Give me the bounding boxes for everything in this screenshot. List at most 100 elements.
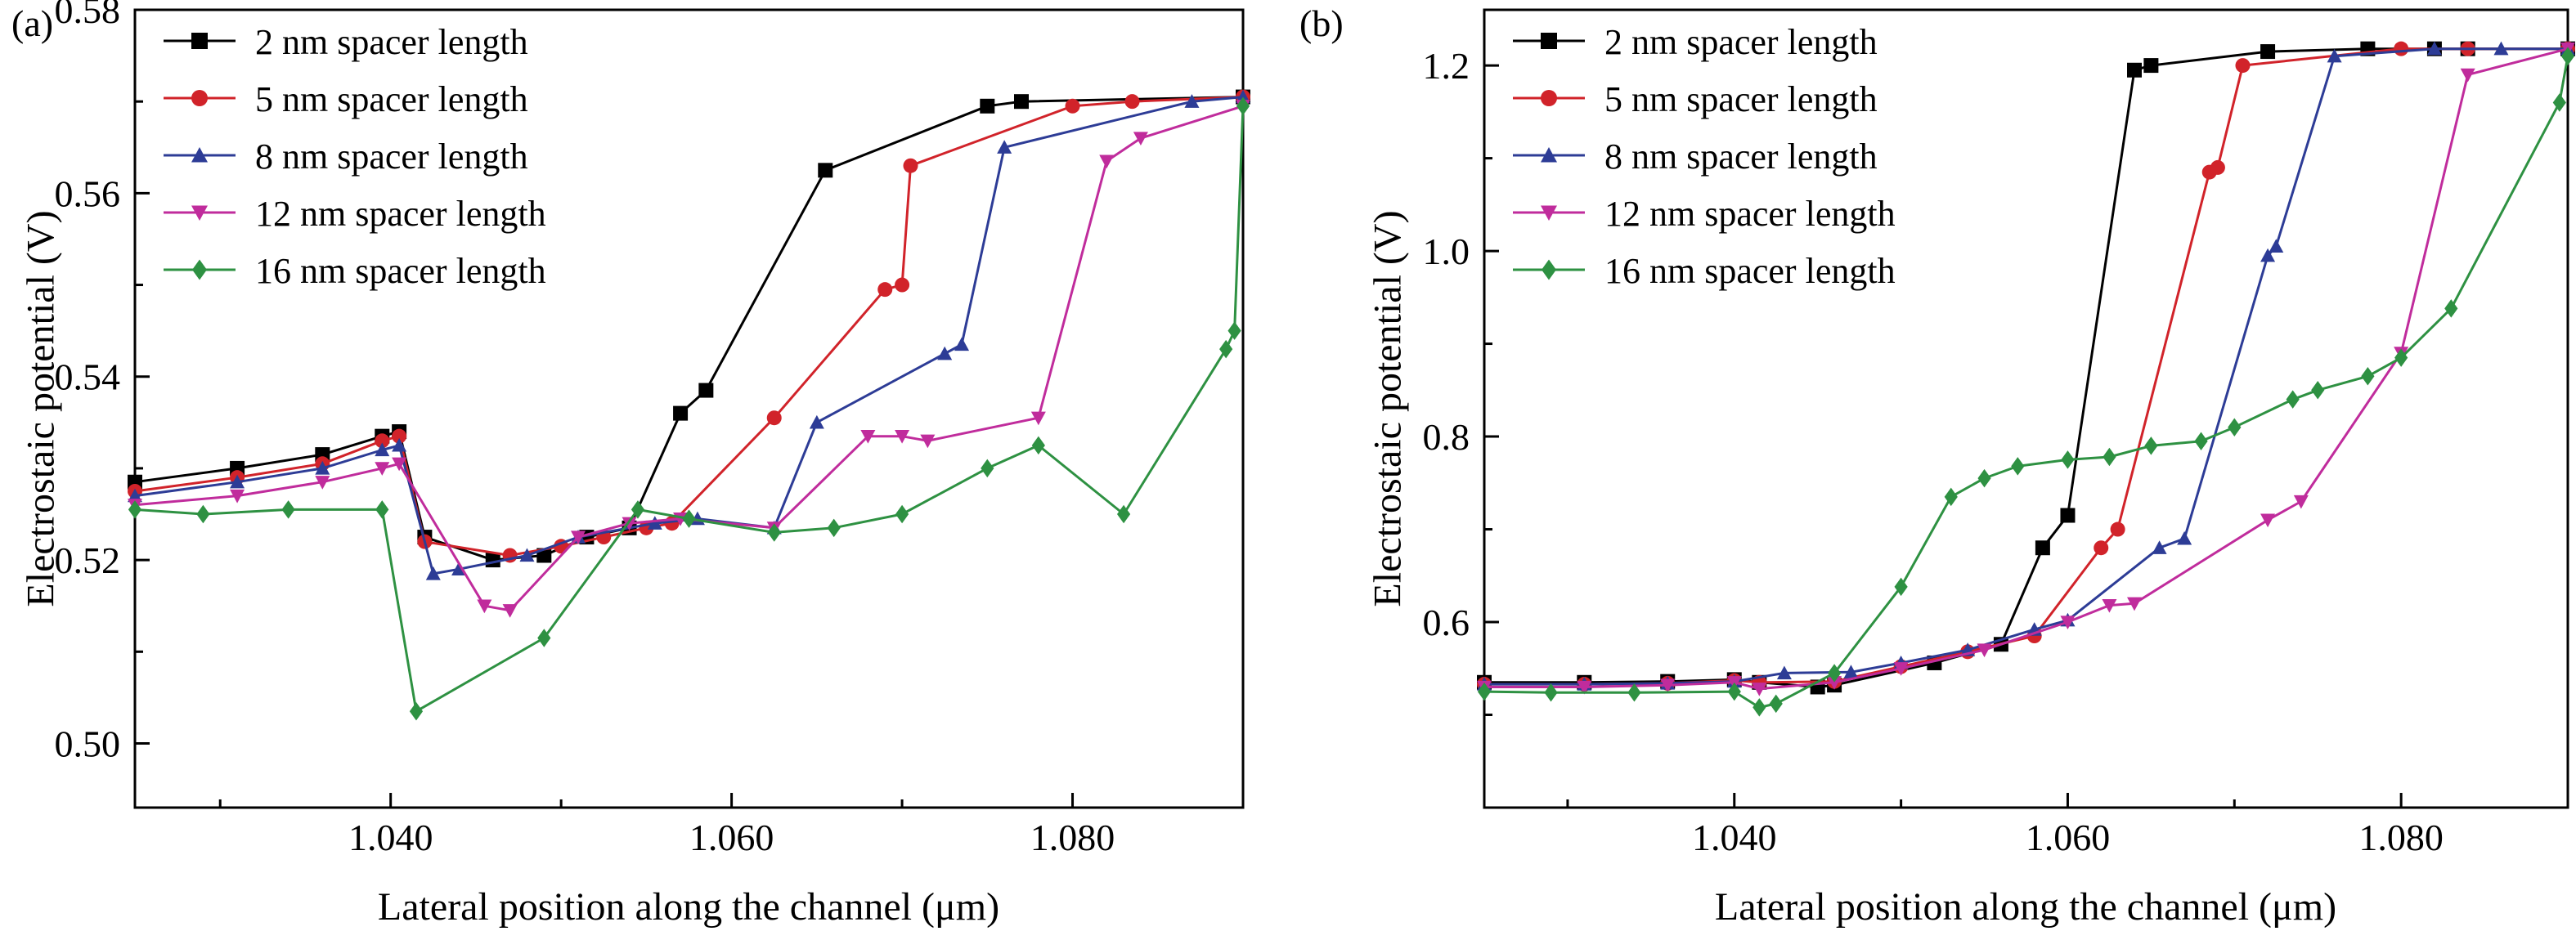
series-line-3: [134, 105, 1244, 612]
x-tick-label: 1.040: [1692, 817, 1777, 858]
data-point-marker: [2286, 390, 2300, 409]
data-point-marker: [1977, 643, 1992, 658]
data-point-marker: [1577, 680, 1592, 695]
data-point-marker: [981, 459, 994, 478]
y-tick-label: 0.54: [55, 356, 121, 398]
data-point-marker: [2103, 447, 2116, 467]
data-point-marker: [818, 163, 833, 178]
legend-entry-label: 2 nm spacer length: [255, 22, 528, 62]
legend-entry-label: 16 nm spacer length: [255, 251, 546, 291]
data-point-marker: [2035, 540, 2050, 556]
data-point-marker: [2060, 508, 2076, 523]
data-point-marker: [1769, 694, 1783, 714]
data-point-marker: [2460, 68, 2475, 83]
data-point-marker: [1544, 683, 1558, 702]
data-point-marker: [1752, 698, 1766, 717]
data-point-marker: [1099, 154, 1115, 169]
data-point-marker: [2152, 540, 2167, 554]
data-point-marker: [1827, 664, 1842, 683]
data-point-marker: [2560, 47, 2575, 65]
panel-a-label: (a): [11, 2, 54, 44]
axis-box: [133, 8, 1245, 809]
data-point-marker: [1219, 339, 1233, 359]
data-point-marker: [2394, 348, 2408, 367]
y-tick-label: 0.8: [1423, 416, 1470, 458]
legend-marker: [1541, 147, 1557, 163]
y-tick-label: 0.50: [55, 723, 121, 764]
legend-marker: [191, 147, 208, 163]
data-point-marker: [2394, 41, 2409, 56]
data-point-marker: [1065, 98, 1080, 114]
data-point-marker: [392, 457, 407, 472]
data-point-marker: [2552, 93, 2566, 112]
data-point-marker: [2311, 381, 2325, 400]
legend-entry-label: 8 nm spacer length: [1604, 137, 1878, 177]
data-point-marker: [1752, 683, 1767, 696]
data-point-marker: [1133, 132, 1148, 146]
data-point-marker: [2144, 436, 2158, 455]
data-point-marker: [315, 460, 330, 475]
data-point-marker: [375, 500, 389, 519]
data-point-marker: [2493, 41, 2509, 56]
data-point-marker: [2228, 418, 2242, 436]
data-point-marker: [1776, 665, 1792, 680]
y-tick-label: 1.0: [1423, 231, 1470, 272]
data-point-marker: [1727, 682, 1741, 701]
series-line-2: [134, 96, 1244, 575]
data-point-marker: [2210, 159, 2225, 175]
legend-marker: [191, 33, 208, 49]
data-point-marker: [954, 337, 970, 351]
data-point-marker: [2260, 513, 2276, 528]
data-point-marker: [2361, 367, 2375, 386]
data-point-marker: [1030, 411, 1046, 426]
legend-entry-label: 8 nm spacer length: [255, 137, 528, 177]
data-point-marker: [537, 629, 551, 647]
data-point-marker: [2260, 44, 2276, 60]
legend-entry-label: 12 nm spacer length: [255, 194, 546, 234]
data-point-marker: [647, 516, 662, 530]
data-point-marker: [767, 523, 781, 542]
data-point-marker: [2061, 450, 2075, 469]
data-point-marker: [827, 518, 841, 538]
data-point-marker: [1014, 94, 1029, 110]
panel-b-chart-canvas: 1.040 1.060 1.080 0.6 0.8 1.0 1.2 2 nm spacer l…: [1423, 8, 2575, 858]
data-point-marker: [903, 158, 918, 173]
data-point-marker: [980, 98, 995, 114]
axis-box: [1483, 8, 2569, 809]
data-point-marker: [2060, 616, 2076, 630]
data-point-marker: [920, 434, 936, 449]
data-point-marker: [2127, 62, 2142, 78]
data-point-marker: [766, 410, 782, 426]
legend-marker: [191, 90, 208, 106]
y-tick-label: 0.52: [55, 539, 121, 581]
data-point-marker: [2194, 432, 2208, 450]
x-tick-label: 1.080: [2358, 817, 2444, 858]
data-point-marker: [937, 346, 953, 360]
data-point-marker: [1236, 89, 1250, 104]
data-point-marker: [315, 476, 330, 490]
data-point-marker: [2110, 522, 2125, 537]
legend-marker: [192, 259, 207, 280]
legend-entry-label: 5 nm spacer length: [1604, 79, 1878, 119]
panel-b: (b) Electrostaic potential (V) 1.040 1.06…: [1288, 0, 2576, 949]
data-point-marker: [1893, 662, 1909, 676]
data-point-marker: [1627, 683, 1641, 702]
y-tick-label: 1.2: [1423, 45, 1470, 87]
data-point-marker: [1894, 577, 1908, 597]
data-point-marker: [2269, 239, 2284, 253]
data-point-marker: [2143, 58, 2159, 74]
series-line-1: [134, 96, 1244, 557]
data-point-marker: [502, 604, 518, 618]
data-point-marker: [519, 548, 535, 562]
data-point-marker: [2444, 299, 2458, 318]
series-line-3: [1484, 47, 2569, 691]
data-point-marker: [571, 530, 586, 545]
data-point-marker: [877, 282, 893, 298]
data-point-marker: [2127, 597, 2142, 611]
data-point-marker: [2011, 457, 2025, 476]
data-point-marker: [1116, 504, 1131, 524]
data-point-marker: [622, 517, 637, 531]
data-point-marker: [698, 383, 714, 398]
data-point-marker: [1977, 468, 1991, 488]
